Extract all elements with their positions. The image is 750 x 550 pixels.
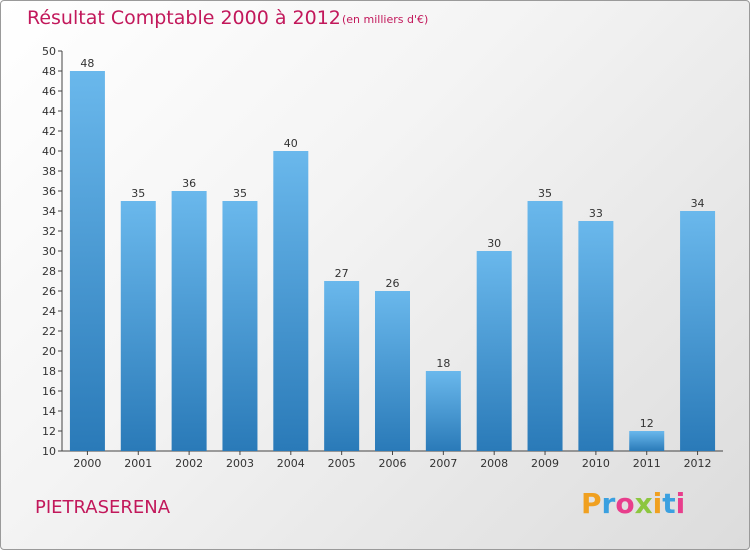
y-tick-label: 12 bbox=[42, 425, 56, 438]
bar bbox=[425, 371, 461, 451]
x-tick-label: 2005 bbox=[328, 457, 356, 470]
bar bbox=[222, 201, 258, 451]
y-tick-label: 10 bbox=[42, 445, 56, 458]
data-label: 35 bbox=[233, 187, 247, 200]
bars: 48 35 36 35 40 27 26 18 30 35 33 12 34 bbox=[69, 57, 716, 451]
y-tick-label: 32 bbox=[42, 225, 56, 238]
data-label: 48 bbox=[80, 57, 94, 70]
x-tick-label: 2004 bbox=[277, 457, 305, 470]
x-tick-label: 2007 bbox=[429, 457, 457, 470]
data-label: 40 bbox=[284, 137, 298, 150]
proxiti-logo: Proxiti bbox=[581, 487, 685, 520]
y-tick-label: 40 bbox=[42, 145, 56, 158]
x-tick-label: 2000 bbox=[73, 457, 101, 470]
x-tick-label: 2012 bbox=[684, 457, 712, 470]
bar bbox=[375, 291, 410, 451]
y-tick-label: 48 bbox=[42, 65, 56, 78]
y-tick-label: 36 bbox=[42, 185, 56, 198]
data-label: 30 bbox=[487, 237, 501, 250]
bar bbox=[578, 221, 614, 451]
y-tick-label: 34 bbox=[42, 205, 56, 218]
chart-unit: (en milliers d'€) bbox=[342, 13, 429, 26]
commune-name: PIETRASERENA bbox=[35, 497, 171, 518]
x-tick-label: 2001 bbox=[124, 457, 152, 470]
bar bbox=[120, 201, 156, 451]
y-tick-label: 16 bbox=[42, 385, 56, 398]
x-tick-label: 2010 bbox=[582, 457, 610, 470]
y-tick-label: 26 bbox=[42, 285, 56, 298]
data-label: 26 bbox=[386, 277, 400, 290]
bar bbox=[273, 151, 309, 451]
x-tick-label: 2006 bbox=[379, 457, 407, 470]
data-label: 18 bbox=[436, 357, 450, 370]
logo-letter: P bbox=[581, 487, 602, 520]
chart-title: Résultat Comptable 2000 à 2012 bbox=[27, 7, 341, 29]
y-tick-label: 46 bbox=[42, 85, 56, 98]
logo-letter: r bbox=[601, 487, 616, 520]
x-tick-label: 2008 bbox=[480, 457, 508, 470]
data-label: 35 bbox=[538, 187, 552, 200]
data-label: 27 bbox=[335, 267, 349, 280]
data-label: 33 bbox=[589, 207, 603, 220]
y-tick-label: 22 bbox=[42, 325, 56, 338]
bar bbox=[69, 71, 105, 451]
bar bbox=[476, 251, 512, 451]
x-tick-label: 2003 bbox=[226, 457, 254, 470]
y-tick-label: 28 bbox=[42, 265, 56, 278]
bar bbox=[527, 201, 563, 451]
y-tick-label: 30 bbox=[42, 245, 56, 258]
y-tick-label: 20 bbox=[42, 345, 56, 358]
bar bbox=[680, 211, 716, 451]
logo-letter: t bbox=[662, 487, 676, 520]
y-tick-label: 14 bbox=[42, 405, 56, 418]
y-tick-label: 18 bbox=[42, 365, 56, 378]
bar bbox=[629, 431, 665, 451]
x-tick-label: 2002 bbox=[175, 457, 203, 470]
logo-letter: x bbox=[634, 487, 653, 520]
logo-letter: i bbox=[652, 487, 663, 520]
y-tick-label: 42 bbox=[42, 125, 56, 138]
data-label: 36 bbox=[182, 177, 196, 190]
logo-letter: i bbox=[675, 487, 686, 520]
y-tick-label: 38 bbox=[42, 165, 56, 178]
data-label: 34 bbox=[691, 197, 705, 210]
bar bbox=[171, 191, 207, 451]
y-tick-label: 24 bbox=[42, 305, 56, 318]
bar bbox=[324, 281, 360, 451]
data-label: 35 bbox=[131, 187, 145, 200]
data-label: 12 bbox=[640, 417, 654, 430]
y-tick-label: 50 bbox=[42, 45, 56, 58]
x-tick-label: 2009 bbox=[531, 457, 559, 470]
y-tick-label: 44 bbox=[42, 105, 56, 118]
logo-letter: o bbox=[615, 487, 635, 520]
x-tick-label: 2011 bbox=[633, 457, 661, 470]
